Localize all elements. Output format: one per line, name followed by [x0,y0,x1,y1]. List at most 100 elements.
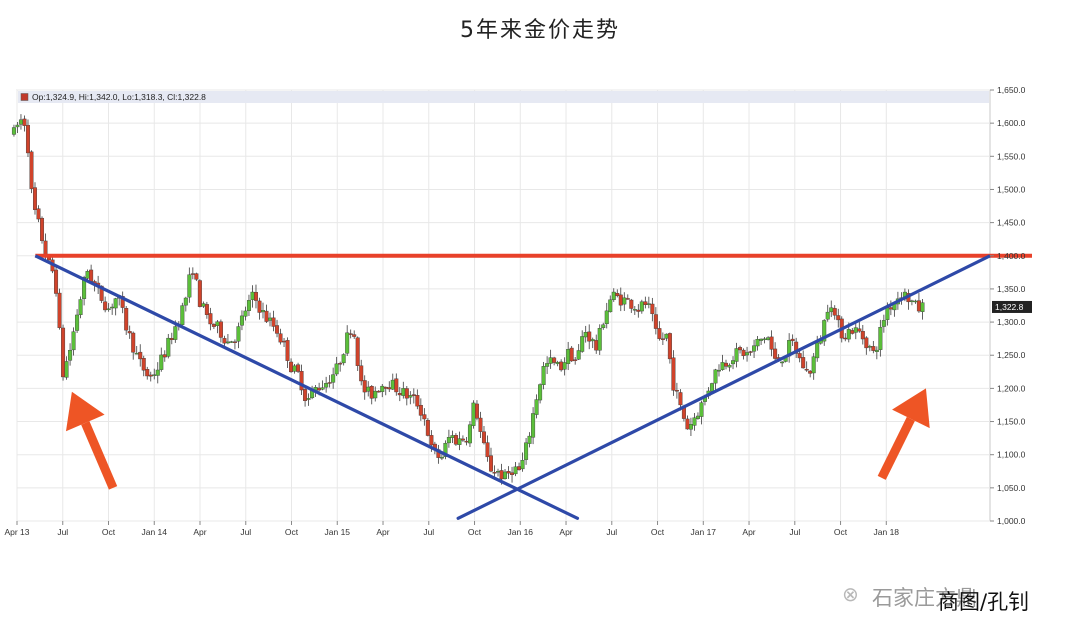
candle-body [271,317,276,327]
candle-body [615,292,620,296]
candle-body [57,292,62,328]
candle-body [236,326,241,342]
candle-body [22,118,27,126]
candle-body [29,151,34,189]
candle-body [208,313,213,325]
watermark-icon: ⊗ [842,582,859,606]
candle-body [180,305,185,325]
arrow-head [65,391,105,432]
x-tick-label: Apr 13 [4,527,29,537]
candle-body [685,418,690,430]
candle-body [636,309,641,312]
cup-trend-curve [34,254,991,520]
candle-body [920,302,925,312]
candle-body [373,390,378,399]
candle-body [299,371,304,391]
candle-body [510,472,515,475]
candle-body [239,315,244,326]
candle-body [857,328,862,332]
candle-body [68,350,73,361]
candle-body [727,364,732,368]
candle-body [590,339,595,342]
candle-body [506,471,511,474]
x-tick-label: Apr [193,527,206,537]
candle-body [632,309,637,311]
candle-body [103,301,108,311]
x-tick-label: Apr [376,527,389,537]
x-tick-label: Oct [468,527,482,537]
candle-body [759,338,764,341]
candle-body [492,472,497,474]
x-tick-label: Jul [606,527,617,537]
candle-body [453,435,458,445]
candle-body [695,415,700,419]
candle-body [457,438,462,445]
candle-body [545,363,550,367]
candle-body [720,362,725,370]
candle-body [352,334,357,337]
ohlc-swatch [20,93,29,101]
candle-body [885,307,890,320]
candle-body [709,383,714,392]
candle-body [867,346,872,348]
candle-body [548,357,553,364]
candle-body [499,470,504,480]
candle-body [194,273,199,280]
candle-body [166,337,171,357]
candle-body [517,466,522,471]
x-tick-label: Oct [651,527,665,537]
candle-body [587,331,592,342]
grid-layer [16,89,991,522]
candle-body [688,424,693,430]
candle-body [639,301,644,312]
candle-body [134,352,139,355]
candle-body [85,271,90,279]
plot-area [16,89,991,522]
candle-body [597,328,602,351]
candle-body [25,124,30,154]
candle-body [232,341,237,343]
candle-body [594,340,599,351]
candle-body [15,124,20,128]
candle-body [657,328,662,339]
candle-body [552,357,557,363]
candle-body [190,273,195,275]
candle-body [625,298,630,300]
candle-body [769,336,774,350]
candle-body [916,300,921,312]
candle-body [75,314,80,331]
candle-body [401,388,406,396]
candle-body [422,414,427,420]
candle-body [559,361,564,371]
label-layer: Op:1,324.9, Hi:1,342.0, Lo:1,318.3, Cl:1… [18,91,1032,313]
candle-body [471,402,476,426]
y-tick-label: 1,050.0 [997,483,1026,493]
candle-body [317,387,322,391]
y-tick-label: 1,500.0 [997,184,1026,194]
candle-body [520,460,525,470]
candle-body [488,455,493,472]
arrow-shaft [877,416,915,480]
candle-body [127,331,132,334]
candle-body [699,402,704,417]
candle-body [366,386,371,392]
candle-body [131,332,136,353]
candle-body [380,385,385,392]
candle-body [573,359,578,361]
candle-body [643,301,648,305]
candle-body [481,431,486,444]
candle-body [541,366,546,385]
candle-body [159,354,164,370]
candle-body [183,297,188,306]
candle-body [604,310,609,325]
candle-body [724,362,729,367]
candle-body [387,387,392,390]
candle-body [264,310,269,322]
candle-body [888,307,893,310]
candle-body [327,382,332,384]
candle-body [660,338,665,340]
candle-body [383,386,388,389]
candle-body [773,348,778,359]
candle-body [32,187,37,210]
candle-body [289,361,294,373]
